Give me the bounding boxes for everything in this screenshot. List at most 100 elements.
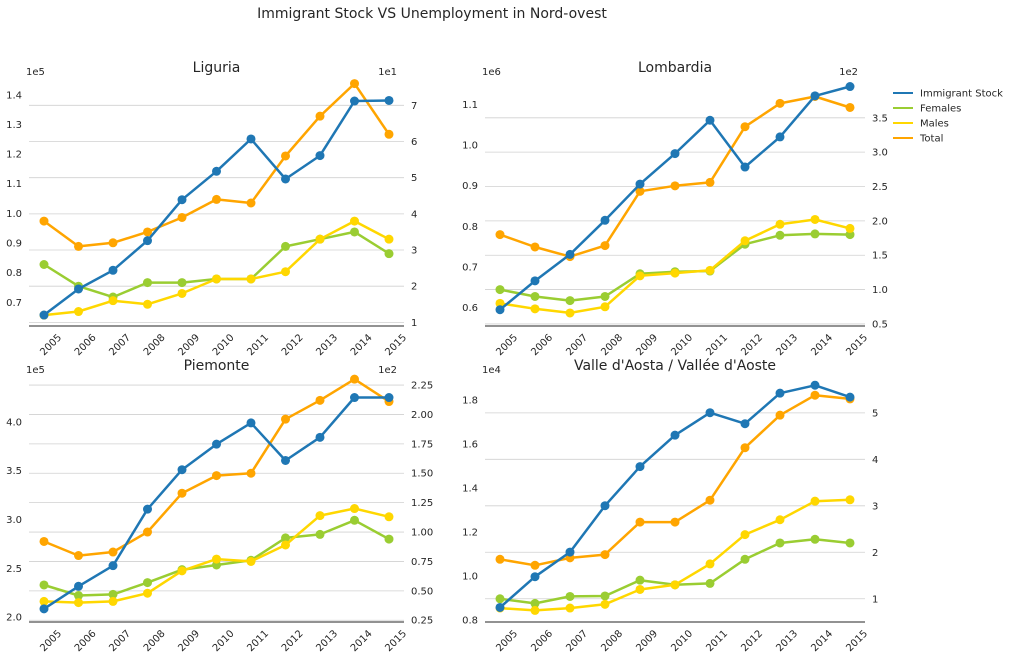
data-point-males (384, 512, 394, 522)
left-tick-label: 1.1 (6, 179, 22, 190)
legend-label: Males (920, 119, 949, 130)
left-tick-label: 0.7 (6, 298, 22, 309)
data-point-males (705, 265, 715, 275)
data-point-immigrant-stock (281, 174, 290, 184)
data-point-immigrant-stock (495, 602, 505, 612)
left-axis-multiplier: 1e5 (26, 365, 45, 376)
data-point-females (845, 230, 855, 240)
data-point-total (143, 527, 152, 537)
x-tick-label: 2015 (844, 628, 870, 654)
left-tick-label: 4.0 (6, 417, 22, 428)
data-point-immigrant-stock (143, 236, 152, 246)
data-point-females (281, 533, 290, 543)
right-tick-label: 2.25 (411, 381, 433, 392)
series-immigrant-stock (495, 82, 855, 315)
series-line-immigrant-stock (499, 384, 851, 609)
right-tick-label: 7 (411, 101, 417, 112)
data-point-total (246, 198, 256, 208)
data-point-females (810, 534, 820, 544)
data-point-males (530, 605, 540, 615)
series-line-males (499, 498, 851, 612)
data-point-females (775, 538, 785, 548)
x-tick-label: 2009 (634, 628, 660, 654)
data-point-males (775, 219, 785, 229)
data-point-females (565, 296, 575, 306)
data-point-total (281, 414, 290, 424)
x-tick-label: 2006 (73, 332, 99, 358)
data-point-immigrant-stock (108, 561, 118, 571)
data-point-total (108, 238, 118, 248)
right-tick-label: 3 (411, 246, 417, 257)
data-point-immigrant-stock (212, 166, 221, 176)
right-tick-label: 0.5 (872, 319, 888, 330)
data-point-immigrant-stock (670, 149, 680, 159)
data-point-females (705, 578, 715, 588)
series-immigrant-stock (39, 393, 394, 614)
data-point-immigrant-stock (740, 419, 750, 429)
data-point-immigrant-stock (810, 380, 820, 390)
x-tick-label: 2013 (314, 628, 340, 654)
data-point-total (212, 194, 221, 204)
data-point-total (740, 122, 750, 132)
data-point-immigrant-stock (108, 265, 118, 275)
data-point-total (495, 230, 505, 240)
data-point-females (350, 227, 359, 237)
data-point-females (775, 230, 785, 240)
data-point-immigrant-stock (384, 393, 394, 403)
x-tick-label: 2011 (245, 332, 271, 358)
series-males (39, 216, 394, 320)
x-tick-label: 2012 (280, 628, 306, 654)
right-tick-label: 6 (411, 137, 417, 148)
data-point-males (350, 504, 359, 514)
panel-title: Piemonte (184, 358, 250, 374)
data-point-total (177, 488, 187, 498)
left-tick-label: 3.0 (6, 515, 22, 526)
subplots: Liguria 1e5 1e1 0.7 0.8 0.9 1.0 1.1 1.2 1.3 1.4 1 2 3… (6, 60, 888, 654)
data-point-total (246, 468, 256, 478)
data-point-males (143, 588, 152, 598)
left-tick-label: 0.8 (462, 615, 478, 626)
data-point-immigrant-stock (212, 439, 221, 449)
right-tick-label: 2.5 (872, 182, 888, 193)
left-tick-label: 0.9 (6, 239, 22, 250)
data-point-females (810, 229, 820, 239)
right-tick-label: 0.50 (411, 586, 433, 597)
data-point-total (74, 241, 83, 251)
data-point-females (384, 249, 394, 259)
data-point-immigrant-stock (177, 195, 187, 205)
data-point-immigrant-stock (530, 276, 540, 286)
data-point-males (775, 515, 785, 525)
data-point-immigrant-stock (740, 162, 750, 172)
series-females (39, 227, 394, 302)
right-tick-label: 1.75 (411, 439, 433, 450)
data-point-females (600, 291, 610, 301)
x-tick-label: 2012 (280, 332, 306, 358)
series-total (495, 91, 855, 262)
data-point-total (740, 443, 750, 453)
data-point-females (530, 598, 540, 608)
left-tick-label: 2.5 (6, 564, 22, 575)
data-point-immigrant-stock (74, 284, 83, 294)
x-tick-label: 2011 (704, 332, 730, 358)
data-point-total (530, 242, 540, 252)
data-point-immigrant-stock (635, 462, 645, 472)
data-point-males (74, 598, 83, 608)
data-point-immigrant-stock (705, 408, 715, 418)
data-point-immigrant-stock (775, 388, 785, 398)
data-point-females (600, 591, 610, 601)
left-tick-label: 0.8 (462, 222, 478, 233)
data-point-females (635, 575, 645, 585)
data-point-total (281, 151, 290, 161)
right-tick-label: 2 (872, 548, 878, 559)
x-tick-label: 2010 (211, 332, 237, 358)
data-point-males (565, 603, 575, 613)
right-tick-label: 1.0 (872, 285, 888, 296)
data-point-females (350, 515, 359, 525)
x-tick-label: 2013 (314, 332, 340, 358)
left-tick-label: 0.7 (462, 263, 478, 274)
data-point-total (350, 79, 359, 89)
data-point-males (315, 234, 325, 244)
right-tick-label: 2 (411, 282, 417, 293)
data-point-total (212, 471, 221, 481)
data-point-males (635, 271, 645, 281)
